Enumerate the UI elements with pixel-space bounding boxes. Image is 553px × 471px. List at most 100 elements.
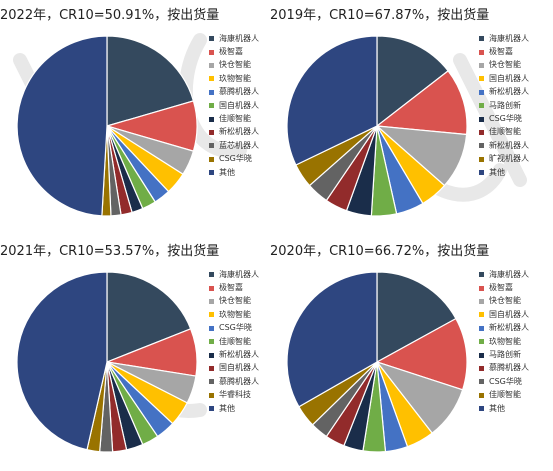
- legend-label: 慕腾机器人: [489, 363, 529, 373]
- legend-label: 极智嘉: [219, 283, 243, 293]
- legend-item: 极智嘉: [479, 281, 545, 294]
- legend-label: 国自机器人: [219, 363, 259, 373]
- legend-swatch: [479, 312, 484, 318]
- legend-item: 佳顺智能: [209, 335, 275, 348]
- legend-swatch: [479, 272, 484, 278]
- legend-label: 极智嘉: [489, 283, 513, 293]
- legend-swatch: [209, 89, 214, 95]
- legend-swatch: [209, 272, 214, 278]
- legend-swatch: [479, 143, 484, 149]
- legend-swatch: [209, 156, 214, 162]
- legend-swatch: [209, 49, 214, 55]
- pie-slice-10: [286, 35, 378, 166]
- pie-chart: [286, 35, 468, 217]
- legend-item: 蓝芯机器人: [209, 139, 275, 152]
- legend-label: 国自机器人: [489, 309, 529, 319]
- legend-item: 其他: [209, 166, 275, 179]
- legend-swatch: [479, 170, 484, 176]
- legend-swatch: [479, 298, 484, 304]
- legend-label: 新松机器人: [489, 87, 529, 97]
- legend-item: 旷视机器人: [479, 153, 545, 166]
- legend-label: 马路创新: [489, 350, 521, 360]
- legend-label: 玖物智能: [489, 336, 521, 346]
- legend-item: 国自机器人: [479, 308, 545, 321]
- legend-label: 快仓智能: [219, 296, 251, 306]
- legend-swatch: [209, 129, 214, 135]
- pie-slice-10: [286, 271, 378, 408]
- legend-swatch: [209, 36, 214, 42]
- legend-swatch: [209, 170, 214, 176]
- legend-swatch: [209, 76, 214, 82]
- legend-label: 海康机器人: [489, 269, 529, 279]
- legend-item: 玖物智能: [479, 335, 545, 348]
- legend-label: 新松机器人: [219, 350, 259, 360]
- legend-item: 其他: [479, 402, 545, 415]
- legend-swatch: [209, 143, 214, 149]
- legend-label: 快仓智能: [219, 60, 251, 70]
- legend-item: CSG华晓: [209, 322, 275, 335]
- legend-item: 其他: [479, 166, 545, 179]
- legend-swatch: [209, 298, 214, 304]
- legend-swatch: [209, 62, 214, 68]
- pie-chart: [286, 271, 468, 453]
- chart-panel-2022: 2022年，CR10=50.91%，按出货量 海康机器人 极智嘉 快仓智能 玖物智能慕…: [0, 0, 276, 235]
- pie-slice-1: [375, 317, 468, 391]
- legend-item: 海康机器人: [209, 268, 275, 281]
- legend-label: 海康机器人: [219, 269, 259, 279]
- legend-swatch: [479, 365, 484, 371]
- legend-item: 国自机器人: [209, 99, 275, 112]
- legend-label: 新松机器人: [489, 323, 529, 333]
- chart-legend: 海康机器人 极智嘉 快仓智能 玖物智能 慕腾机器人 国自机器人 佳顺智能 新松机器人 蓝芯机器人…: [209, 32, 275, 179]
- legend-item: 快仓智能: [479, 59, 545, 72]
- legend-swatch: [209, 325, 214, 331]
- legend-swatch: [209, 339, 214, 345]
- legend-label: CSG华晓: [489, 114, 522, 124]
- legend-item: 马路创新: [479, 99, 545, 112]
- legend-item: 海康机器人: [479, 268, 545, 281]
- chart-title: 2020年，CR10=66.72%，按出货量: [270, 244, 490, 259]
- legend-swatch: [209, 379, 214, 385]
- legend-swatch: [209, 285, 214, 291]
- legend-item: 佳顺智能: [479, 126, 545, 139]
- legend-label: 快仓智能: [489, 296, 521, 306]
- legend-item: 新松机器人: [479, 139, 545, 152]
- legend-label: 慕腾机器人: [219, 87, 259, 97]
- legend-swatch: [479, 406, 484, 412]
- legend-label: 其他: [489, 167, 505, 177]
- legend-label: 其他: [219, 403, 235, 413]
- legend-swatch: [479, 89, 484, 95]
- chart-title: 2022年，CR10=50.91%，按出货量: [0, 8, 220, 23]
- legend-item: 马路创新: [479, 348, 545, 361]
- legend-swatch: [209, 116, 214, 122]
- legend-label: 海康机器人: [219, 33, 259, 43]
- legend-item: 玖物智能: [209, 308, 275, 321]
- legend-item: 快仓智能: [209, 295, 275, 308]
- legend-swatch: [209, 406, 214, 412]
- legend-label: 快仓智能: [489, 60, 521, 70]
- legend-item: 慕腾机器人: [209, 86, 275, 99]
- legend-item: 新松机器人: [209, 348, 275, 361]
- legend-item: CSG华晓: [479, 375, 545, 388]
- legend-item: 佳顺智能: [479, 389, 545, 402]
- legend-swatch: [479, 62, 484, 68]
- legend-label: 国自机器人: [489, 73, 529, 83]
- pie-slice-0: [376, 35, 449, 128]
- chart-panel-2020: 2020年，CR10=66.72%，按出货量 海康机器人极智嘉快仓智能国自机器人…: [270, 236, 546, 471]
- legend-item: 快仓智能: [209, 59, 275, 72]
- legend-swatch: [209, 103, 214, 109]
- legend-swatch: [209, 312, 214, 318]
- pie-slice-0: [376, 271, 457, 364]
- legend-swatch: [479, 392, 484, 398]
- legend-label: CSG华晓: [219, 154, 252, 164]
- legend-item: 慕腾机器人: [479, 362, 545, 375]
- legend-swatch: [479, 339, 484, 345]
- legend-item: 慕腾机器人: [209, 375, 275, 388]
- legend-label: 旷视机器人: [489, 154, 529, 164]
- chart-title: 2019年，CR10=67.87%，按出货量: [270, 8, 490, 23]
- pie-slice-0: [106, 35, 195, 127]
- legend-label: 玖物智能: [219, 309, 251, 319]
- chart-panel-2021: 2021年，CR10=53.57%，按出货量 海康机器人 极智嘉 快仓智能 玖物智能 C…: [0, 236, 276, 471]
- legend-label: 极智嘉: [489, 47, 513, 57]
- legend-label: 其他: [489, 403, 505, 413]
- legend-swatch: [479, 379, 484, 385]
